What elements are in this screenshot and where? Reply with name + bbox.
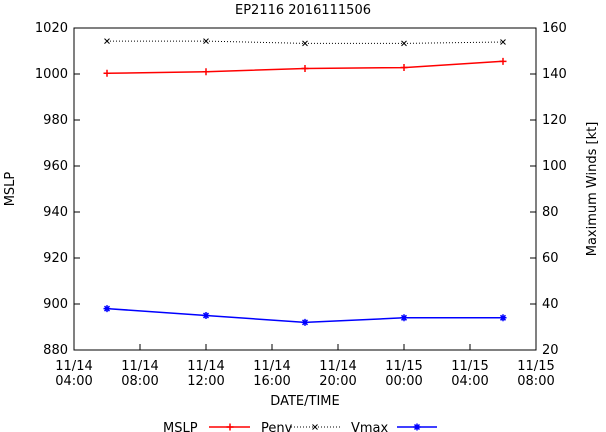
legend-penv-label: Penv [261, 421, 293, 432]
x-tick-label-time: 08:00 [517, 374, 554, 389]
y-right-tick-label: 20 [542, 343, 559, 358]
series-0-point [499, 57, 507, 65]
legend-title: MSLP [163, 421, 198, 432]
x-tick-label-time: 16:00 [253, 374, 290, 389]
y-right-tick-label: 100 [542, 159, 567, 174]
x-tick-label-date: 11/14 [253, 359, 290, 374]
y-left-tick-label: 1020 [35, 21, 68, 36]
y-left-tick-label: 960 [43, 159, 68, 174]
y-right-tick-label: 160 [542, 21, 567, 36]
y-left-ticks: 880 900 920 940 960 980 1000 1020 [35, 21, 80, 358]
y-right-tick-label: 60 [542, 251, 559, 266]
series-2-point [400, 314, 408, 322]
x-tick-label-date: 11/15 [451, 359, 488, 374]
y-right-tick-label: 120 [542, 113, 567, 128]
x-tick-label-time: 20:00 [319, 374, 356, 389]
series-2-point [499, 314, 507, 322]
x-tick-label-time: 08:00 [121, 374, 158, 389]
series-2-point [301, 318, 309, 326]
legend: MSLP Penv Vmax [163, 421, 437, 432]
y-left-tick-label: 980 [43, 113, 68, 128]
legend-penv-marker [226, 423, 234, 431]
y-right-ticks: 20 40 60 80 100 120 140 160 [530, 21, 567, 358]
x-tick-label-time: 00:00 [385, 374, 422, 389]
y-left-tick-label: 940 [43, 205, 68, 220]
series-layer [103, 38, 507, 326]
series-2-point [202, 312, 210, 319]
legend-vmax-label: Vmax [351, 421, 389, 432]
y-axis-label-left: MSLP [3, 172, 18, 207]
series-1-point [500, 39, 506, 45]
x-axis-label: DATE/TIME [270, 394, 339, 409]
x-tick-label-time: 04:00 [55, 374, 92, 389]
y-left-tick-label: 880 [43, 343, 68, 358]
y-axis-label-right: Maximum Winds [kt] [585, 122, 600, 257]
y-left-tick-label: 920 [43, 251, 68, 266]
series-1-point [203, 38, 209, 44]
x-tick-label-date: 11/15 [517, 359, 554, 374]
x-ticks: 11/1404:0011/1408:0011/1412:0011/1416:00… [55, 344, 555, 389]
x-tick-label-date: 11/14 [319, 359, 356, 374]
series-2-point [103, 305, 111, 313]
series-1-point [401, 40, 407, 47]
x-tick-label-date: 11/14 [121, 359, 158, 374]
x-tick-label-time: 04:00 [451, 374, 488, 389]
series-0-point [202, 68, 210, 76]
series-1-point [302, 40, 308, 47]
x-tick-label-time: 12:00 [187, 374, 224, 389]
series-0-point [301, 64, 309, 72]
y-left-tick-label: 1000 [35, 67, 68, 82]
chart-title: EP2116 2016111506 [235, 3, 371, 18]
series-0-point [400, 64, 408, 72]
plot-frame [73, 27, 537, 351]
x-tick-label-date: 11/14 [55, 359, 92, 374]
legend-vmax-marker [312, 424, 318, 430]
x-tick-label-date: 11/15 [385, 359, 422, 374]
y-right-tick-label: 40 [542, 297, 559, 312]
y-right-tick-label: 80 [542, 205, 559, 220]
x-tick-label-date: 11/14 [187, 359, 224, 374]
legend-blue-marker [413, 423, 421, 431]
series-1-point [104, 38, 110, 44]
y-left-tick-label: 900 [43, 297, 68, 312]
series-0-point [103, 69, 111, 77]
y-right-tick-label: 140 [542, 67, 567, 82]
